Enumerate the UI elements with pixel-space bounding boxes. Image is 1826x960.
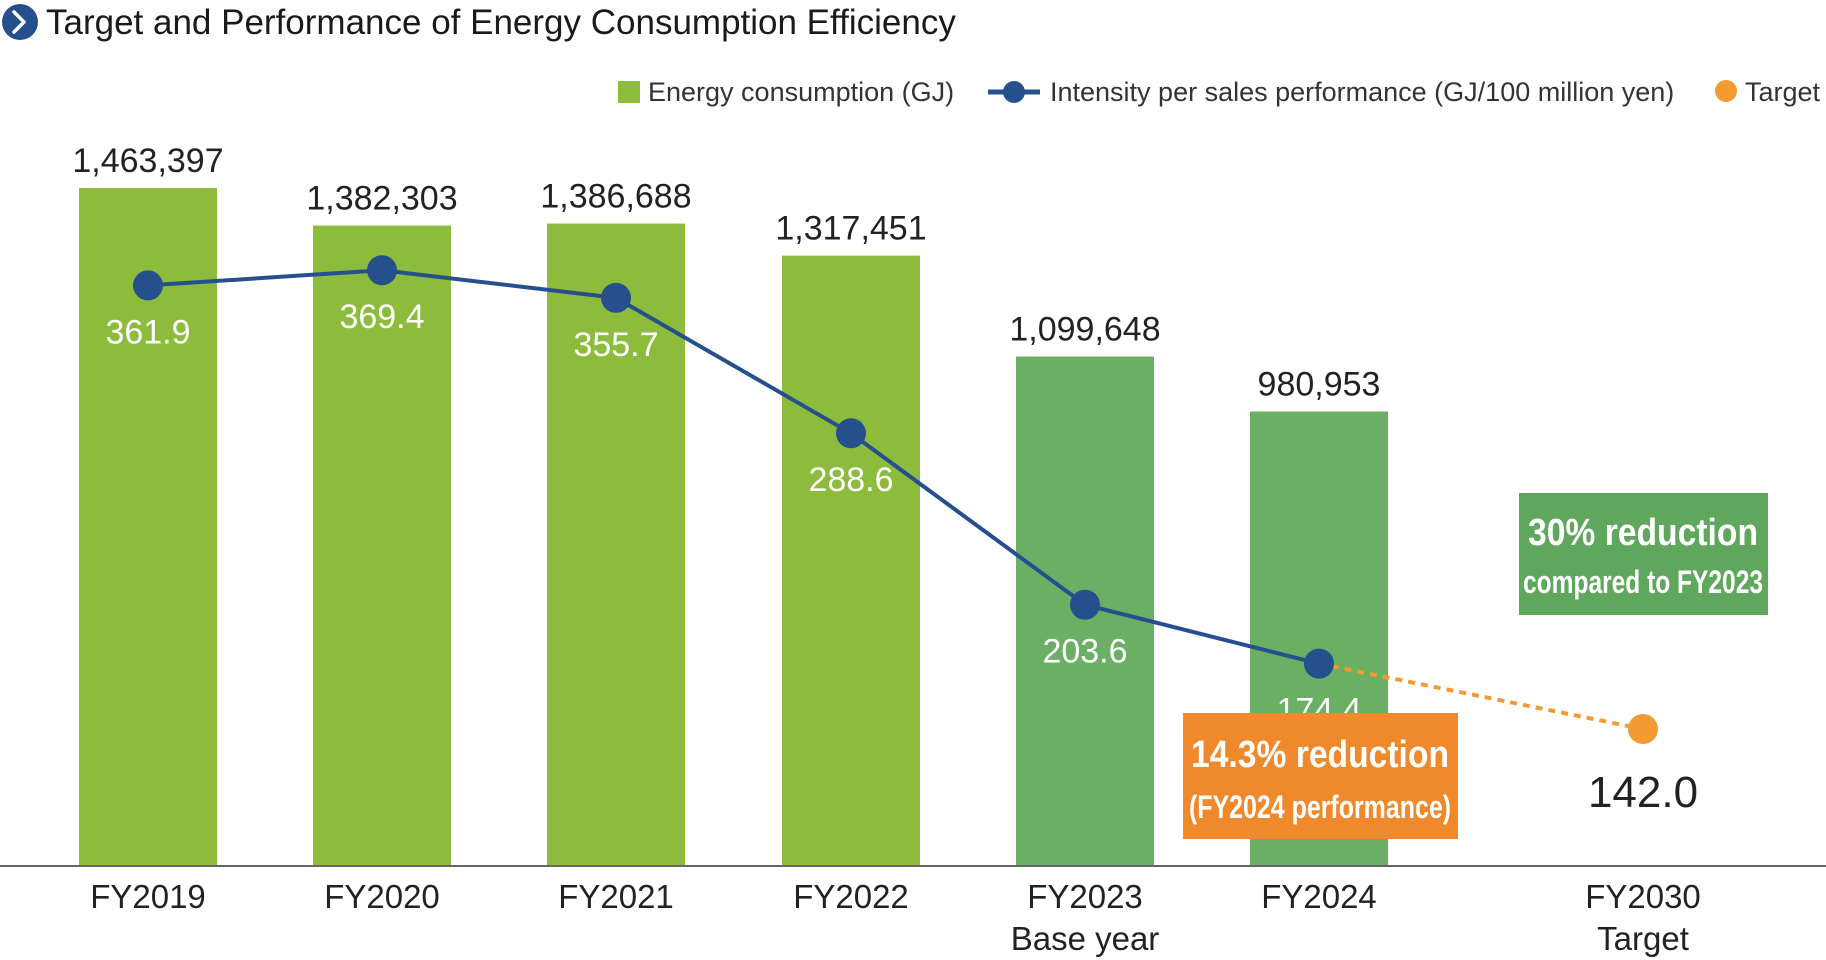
bar-energy-1	[313, 225, 451, 867]
bar-value-label-0: 1,463,397	[72, 142, 223, 180]
bar-value-label-4: 1,099,648	[1009, 311, 1160, 349]
bar-energy-2	[547, 223, 685, 867]
intensity-point-2	[601, 282, 631, 313]
chevron-right-circle-icon	[2, 4, 38, 40]
intensity-value-label-3: 288.6	[808, 461, 893, 499]
legend: Energy consumption (GJ) Intensity per sa…	[618, 77, 1821, 107]
callout-fy2030-line2: compared to FY2023	[1523, 564, 1763, 600]
legend-swatch-intensity-dot	[1003, 81, 1025, 103]
callout-fy2024: 14.3% reduction (FY2024 performance)	[1183, 713, 1458, 839]
x-tick-label-4-sub: Base year	[1011, 920, 1160, 957]
intensity-point-4	[1070, 589, 1100, 620]
target-value-label: 142.0	[1588, 768, 1698, 817]
bar-value-label-5: 980,953	[1258, 366, 1381, 404]
intensity-point-5	[1304, 648, 1334, 679]
intensity-point-0	[133, 270, 163, 301]
x-tick-label-1: FY2020	[324, 878, 440, 915]
x-tick-label-3: FY2022	[793, 878, 909, 915]
chevron-right-icon-glyph	[12, 10, 26, 34]
intensity-point-1	[367, 255, 397, 286]
bars-layer: 1,463,397 1,382,303 1,386,688 1,317,451 1,09…	[72, 142, 1388, 867]
bar-value-label-2: 1,386,688	[540, 178, 691, 216]
x-tick-label-6-sub: Target	[1597, 920, 1689, 957]
callout-fy2024-line2: (FY2024 performance)	[1189, 789, 1451, 825]
bar-energy-3	[782, 255, 920, 866]
x-tick-label-4: FY2023	[1027, 878, 1143, 915]
target-projection-line	[1318, 661, 1644, 731]
x-tick-label-5: FY2024	[1261, 878, 1377, 915]
legend-label-intensity: Intensity per sales performance (GJ/100 …	[1050, 77, 1674, 107]
chart-title: Target and Performance of Energy Consump…	[46, 3, 956, 42]
callout-fy2024-box	[1183, 713, 1458, 839]
legend-label-target: Target	[1745, 77, 1821, 107]
x-tick-label-6: FY2030	[1585, 878, 1701, 915]
callout-fy2024-line1: 14.3% reduction	[1191, 734, 1449, 776]
bar-value-label-3: 1,317,451	[775, 210, 926, 248]
legend-swatch-energy	[618, 81, 640, 103]
legend-label-energy: Energy consumption (GJ)	[648, 77, 954, 107]
intensity-value-label-0: 361.9	[105, 313, 190, 351]
chart-title-group: Target and Performance of Energy Consump…	[2, 3, 956, 42]
intensity-value-label-4: 203.6	[1042, 633, 1127, 671]
intensity-value-label-2: 355.7	[573, 326, 658, 364]
target-point	[1628, 714, 1658, 745]
bar-energy-0	[79, 188, 217, 866]
callout-fy2030: 30% reduction compared to FY2023	[1519, 493, 1768, 615]
x-tick-label-0: FY2019	[90, 878, 206, 915]
intensity-point-3	[836, 418, 866, 449]
intensity-series-line	[147, 268, 1320, 666]
bar-value-label-1: 1,382,303	[306, 180, 457, 218]
x-tick-label-2: FY2021	[558, 878, 674, 915]
intensity-value-label-1: 369.4	[339, 298, 424, 336]
callout-fy2030-line1: 30% reduction	[1528, 512, 1758, 554]
callout-fy2030-box	[1519, 493, 1768, 615]
x-ticks: FY2019 FY2020 FY2021 FY2022 FY2023 Base year F…	[90, 878, 1701, 957]
legend-swatch-target	[1715, 80, 1737, 102]
